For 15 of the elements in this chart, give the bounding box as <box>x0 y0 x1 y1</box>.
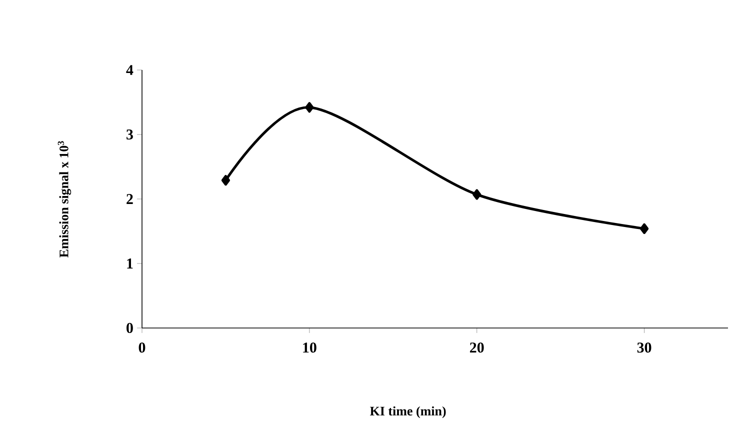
point <box>640 223 649 234</box>
point <box>472 189 482 200</box>
x-tick-label: 10 <box>303 342 316 353</box>
x-axis-title: KI time (min) <box>370 406 446 418</box>
y-axis-title: Emission signal x 10$^{3}$ <box>58 141 72 258</box>
x-tick-label: 30 <box>637 342 652 353</box>
x-tick-label: 0 <box>138 342 146 353</box>
y-tick-label: 0 <box>126 322 133 334</box>
y-tick-label: 3 <box>126 129 133 140</box>
point <box>221 174 230 186</box>
y-tick-label: 2 <box>126 194 133 204</box>
y-tick-label: 1 <box>127 258 133 268</box>
x-tick-label: 20 <box>470 342 484 353</box>
y-tick-label: 4 <box>126 65 134 75</box>
point <box>305 102 314 113</box>
